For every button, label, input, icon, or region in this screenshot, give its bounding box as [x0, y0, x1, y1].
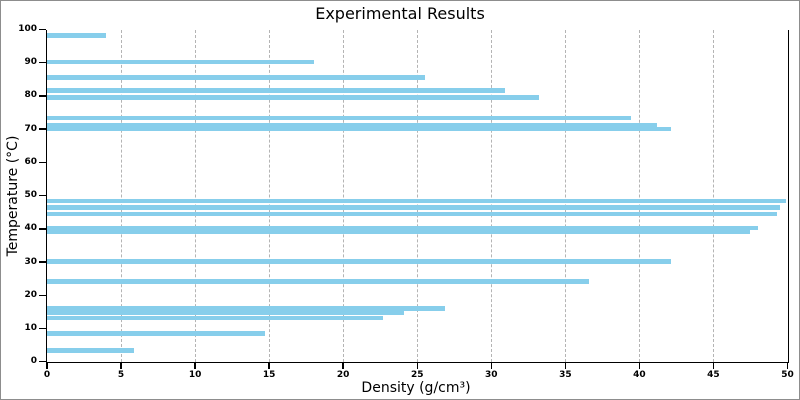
y-axis-tick	[38, 360, 46, 363]
bar	[47, 211, 778, 217]
gridline	[417, 29, 419, 362]
x-axis-tick	[268, 363, 270, 370]
x-axis-tick	[416, 363, 418, 370]
x-tick-label: 35	[559, 369, 572, 380]
y-tick-label: 100	[18, 24, 37, 34]
gridline	[269, 29, 271, 362]
gridline	[195, 29, 197, 362]
bar	[47, 59, 314, 65]
bar	[47, 75, 425, 80]
y-axis-tick	[38, 128, 46, 130]
bar	[47, 33, 107, 38]
y-tick-label: 0	[30, 356, 37, 367]
chart-title: Experimental Results	[315, 4, 485, 23]
x-axis-tick	[786, 363, 789, 370]
bar	[47, 315, 384, 321]
x-axis-tick	[712, 363, 715, 370]
x-tick-label: 5	[117, 369, 125, 380]
x-tick-label: 40	[633, 369, 646, 380]
y-tick-label: 30	[24, 256, 37, 267]
bar	[47, 204, 781, 210]
x-tick-label: 10	[188, 369, 202, 380]
bar	[47, 259, 671, 264]
x-axis-tick	[46, 363, 48, 370]
bar	[47, 279, 590, 284]
y-tick-label: 10	[24, 322, 37, 333]
y-axis-tick	[38, 327, 46, 330]
x-tick-label: 30	[485, 369, 498, 380]
bar	[47, 122, 658, 128]
bar	[47, 126, 671, 132]
x-axis-tick	[638, 363, 641, 370]
bar	[47, 306, 446, 311]
x-axis-tick	[342, 363, 344, 370]
y-axis-tick	[38, 228, 46, 230]
bar	[47, 310, 404, 316]
y-axis-tick	[38, 95, 46, 97]
gridline	[565, 29, 567, 362]
bar	[47, 331, 265, 336]
bar	[47, 348, 135, 354]
x-tick-label: 15	[262, 369, 276, 380]
x-axis-tick	[194, 363, 196, 370]
bar	[47, 229, 751, 235]
y-axis-tick	[38, 28, 46, 31]
x-axis-tick	[564, 363, 567, 370]
y-tick-label: 70	[24, 123, 37, 134]
y-tick-label: 90	[24, 57, 37, 68]
gridline	[713, 29, 715, 362]
y-axis-tick	[38, 61, 46, 64]
y-tick-label: 40	[24, 223, 37, 234]
y-axis-tick	[38, 294, 46, 296]
y-tick-label: 60	[24, 156, 37, 167]
y-tick-label: 20	[24, 289, 37, 300]
gridline	[121, 29, 123, 362]
x-axis-tick	[490, 363, 493, 370]
y-axis-tick	[38, 261, 46, 263]
y-tick-label: 80	[24, 90, 37, 101]
x-tick-label: 20	[336, 369, 350, 380]
x-tick-label: 50	[781, 369, 794, 380]
x-tick-label: 45	[707, 369, 720, 380]
plot-area: 0 10 20 30 40 50 60 70 80 90 100 0 5 10 15 20 25 30 35 40 45…	[18, 25, 794, 380]
gridline	[639, 29, 641, 362]
gridline	[343, 29, 345, 362]
y-axis-label: Temperature (°C)	[5, 135, 21, 257]
bar	[47, 225, 758, 231]
bar	[47, 88, 505, 93]
y-axis-tick	[38, 194, 46, 197]
x-axis-label: Density (g/cm³)	[361, 380, 471, 396]
x-tick-label: 25	[410, 369, 424, 380]
x-axis-tick	[120, 363, 122, 370]
bar	[47, 115, 631, 121]
gridline	[491, 29, 493, 362]
x-tick-label: 0	[43, 369, 51, 380]
y-axis-tick	[38, 161, 46, 164]
y-tick-label: 50	[24, 190, 37, 201]
bar	[47, 94, 539, 100]
bar	[47, 198, 787, 204]
